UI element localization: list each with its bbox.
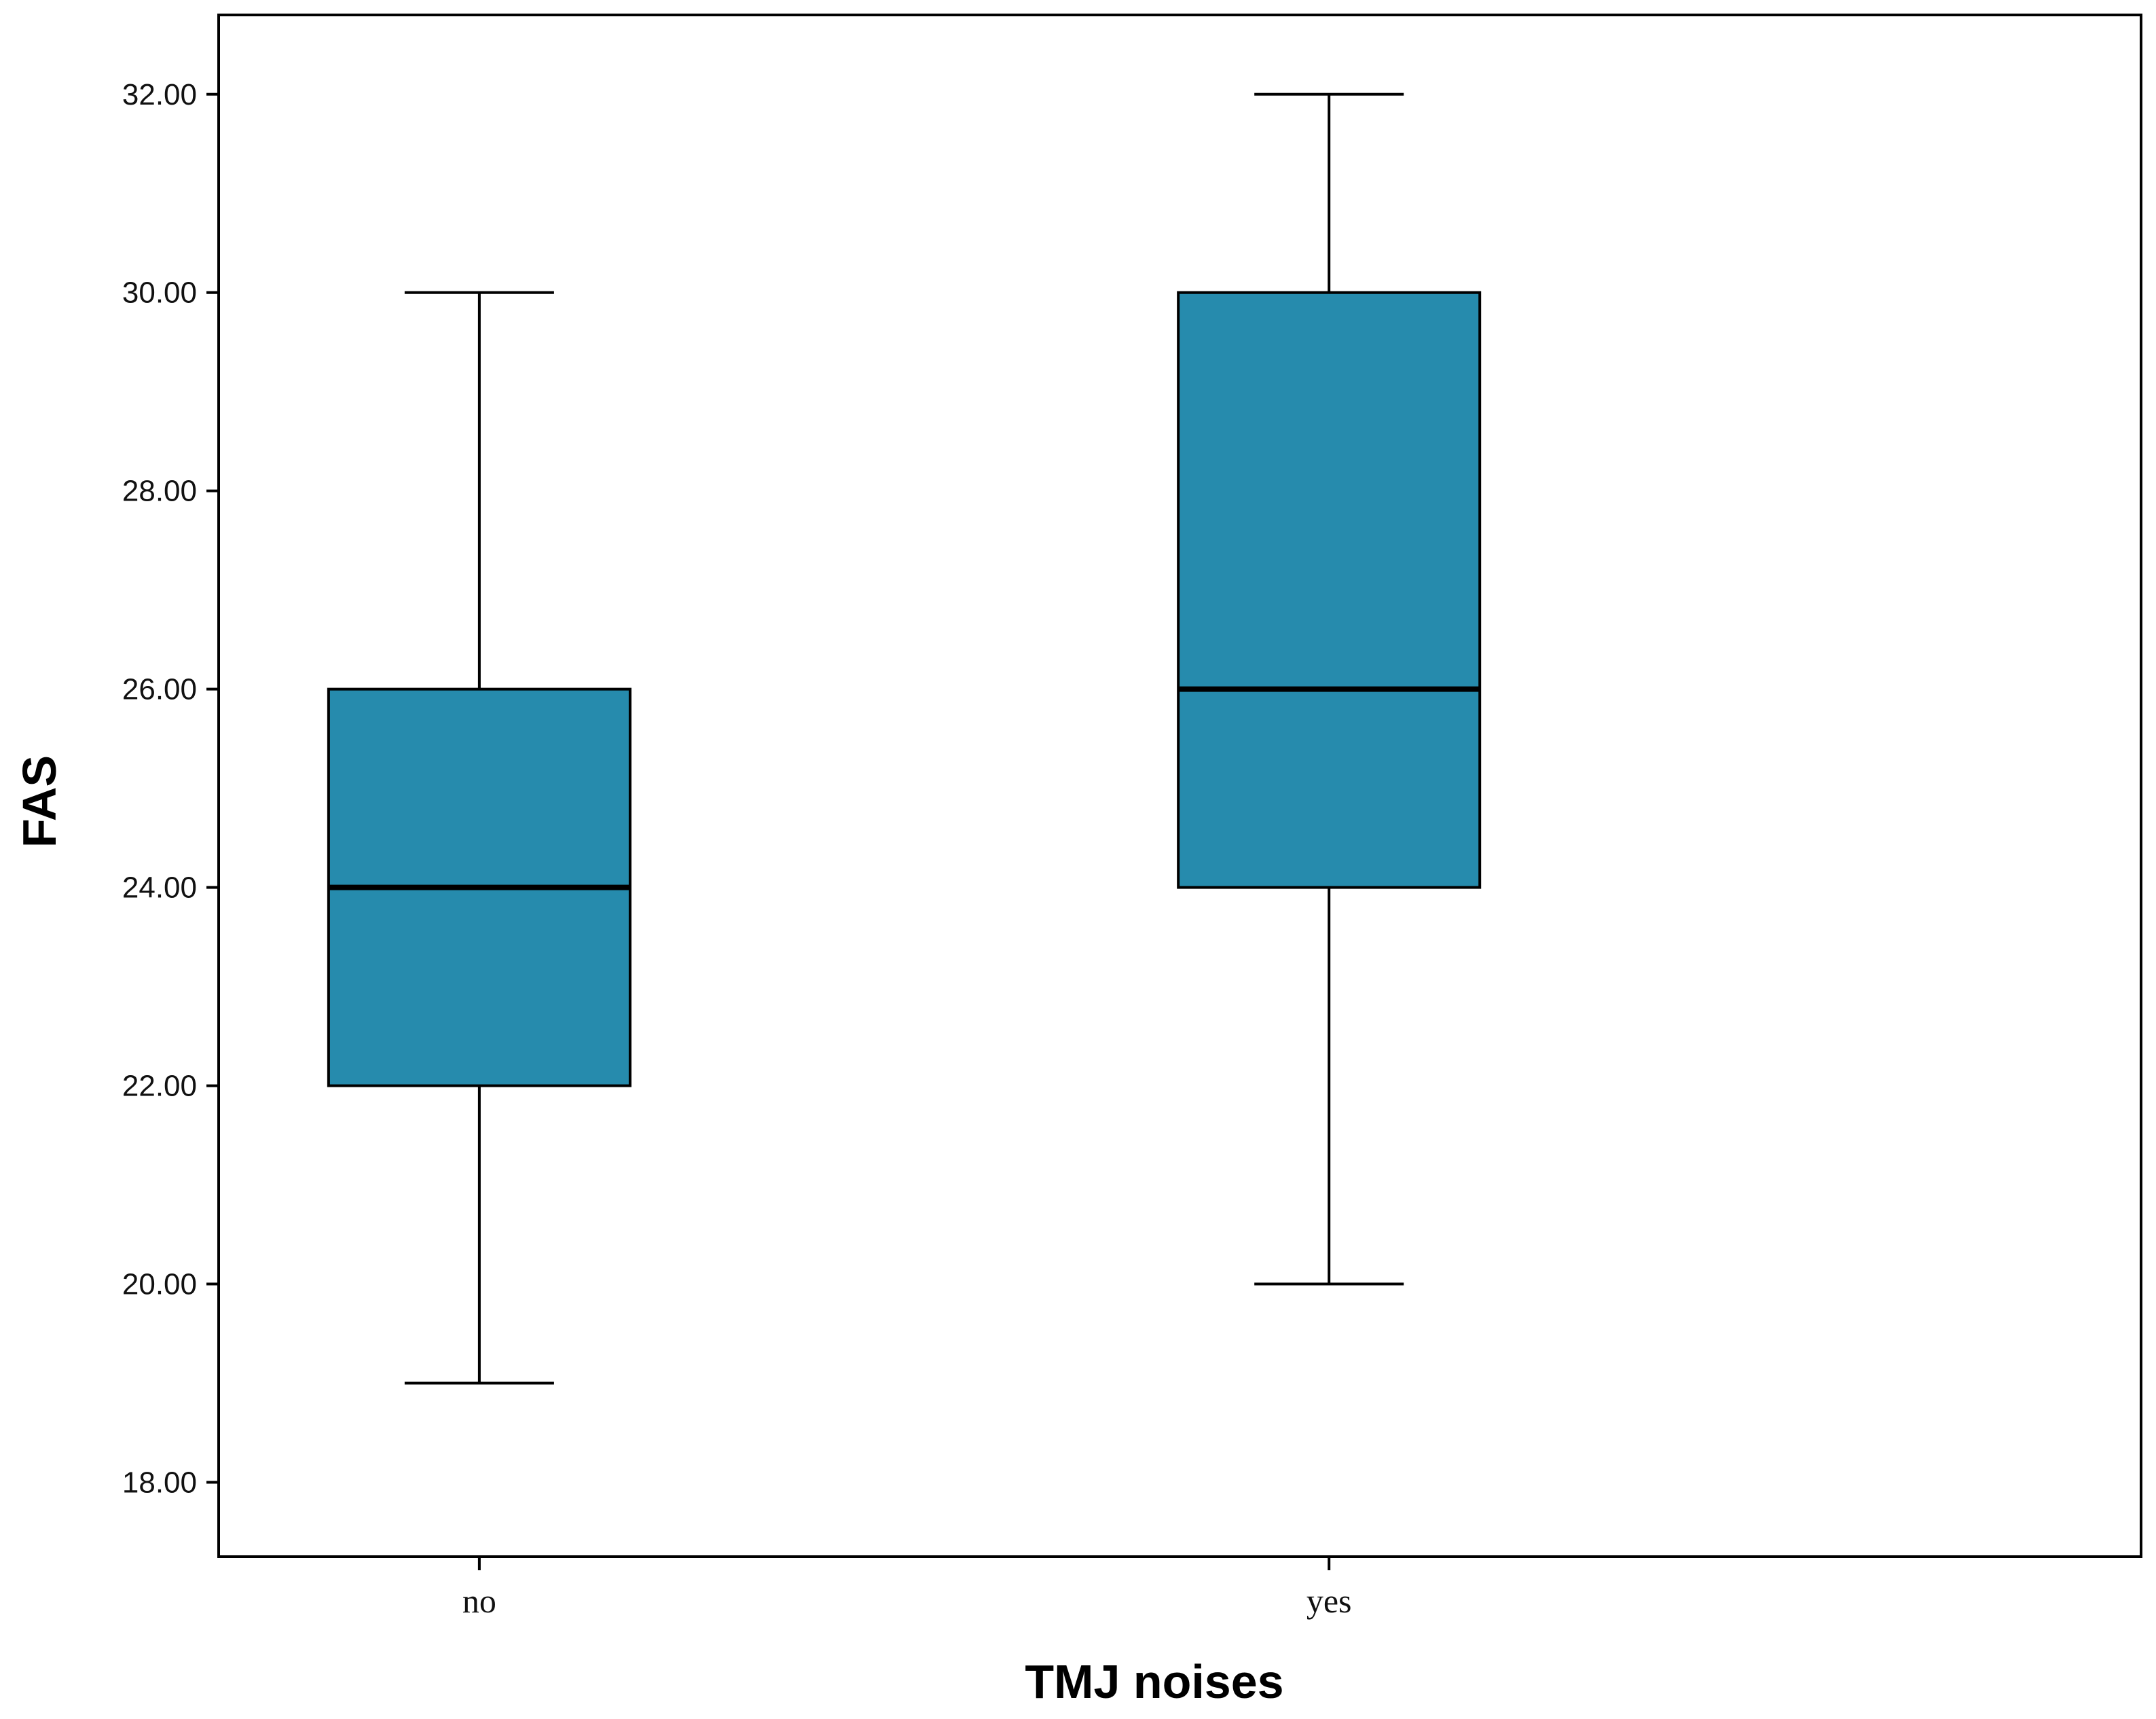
x-axis: no yes xyxy=(462,1557,1352,1620)
y-axis-title: FAS xyxy=(13,755,66,848)
y-tick-label: 20.00 xyxy=(122,1268,197,1301)
x-category-label: yes xyxy=(1307,1582,1352,1620)
boxes xyxy=(327,92,1482,1385)
x-category-label: no xyxy=(462,1582,496,1620)
y-tick-label: 30.00 xyxy=(122,276,197,310)
box-yes xyxy=(1177,92,1482,1286)
plot-frame xyxy=(217,14,2142,1558)
y-tick-label: 24.00 xyxy=(122,871,197,905)
y-tick-label: 28.00 xyxy=(122,475,197,508)
y-tick-label: 26.00 xyxy=(122,673,197,706)
x-axis-title: TMJ noises xyxy=(1025,1655,1283,1708)
y-tick-label: 32.00 xyxy=(122,78,197,111)
y-tick-label: 18.00 xyxy=(122,1466,197,1500)
y-axis: 18.00 20.00 22.00 24.00 26.00 28.00 30.00 32.00 xyxy=(122,78,219,1500)
y-tick-label: 22.00 xyxy=(122,1070,197,1103)
iqr-box xyxy=(1177,291,1482,889)
box-no xyxy=(327,291,632,1385)
